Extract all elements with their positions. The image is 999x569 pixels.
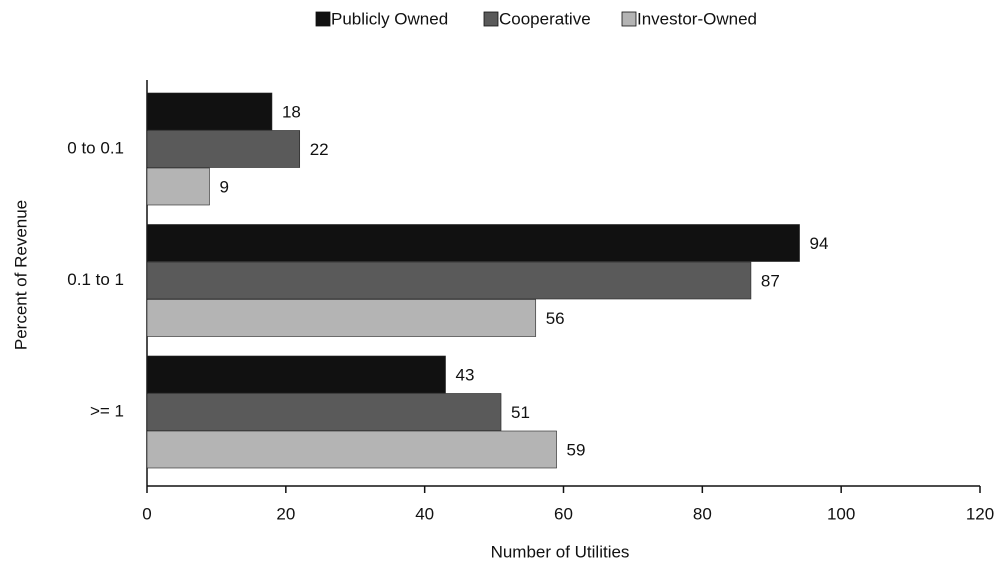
data-label: 87 [761, 271, 780, 290]
legend-label: Cooperative [499, 9, 591, 28]
data-label: 59 [567, 440, 586, 459]
legend-label: Publicly Owned [331, 9, 448, 28]
bar [146, 393, 502, 431]
data-label: 22 [310, 140, 329, 159]
x-tick-label: 80 [693, 504, 712, 523]
data-label: 9 [219, 177, 228, 196]
y-tick-label: 0 to 0.1 [67, 138, 124, 157]
y-axis-label: Percent of Revenue [11, 200, 30, 350]
bar [146, 355, 446, 394]
x-tick-label: 40 [415, 504, 434, 523]
legend-label: Investor-Owned [637, 9, 757, 28]
bar [146, 299, 537, 337]
legend-swatch [483, 11, 499, 27]
data-label: 56 [546, 309, 565, 328]
data-label: 51 [511, 403, 530, 422]
data-label: 94 [810, 234, 829, 253]
x-axis-label: Number of Utilities [491, 542, 630, 561]
bar [146, 224, 800, 262]
legend-swatch [621, 11, 637, 27]
y-tick-label: 0.1 to 1 [67, 270, 124, 289]
data-label: 18 [282, 102, 301, 121]
bar [146, 430, 557, 469]
data-label: 43 [455, 365, 474, 384]
x-tick-label: 100 [827, 504, 855, 523]
x-tick-label: 60 [554, 504, 573, 523]
x-tick-label: 20 [276, 504, 295, 523]
legend-swatch [315, 11, 331, 27]
bar [146, 130, 301, 168]
x-tick-label: 120 [966, 504, 994, 523]
bar [146, 92, 273, 131]
y-tick-label: >= 1 [90, 401, 124, 420]
x-tick-label: 0 [142, 504, 151, 523]
bar [146, 261, 752, 300]
bar [146, 167, 210, 206]
